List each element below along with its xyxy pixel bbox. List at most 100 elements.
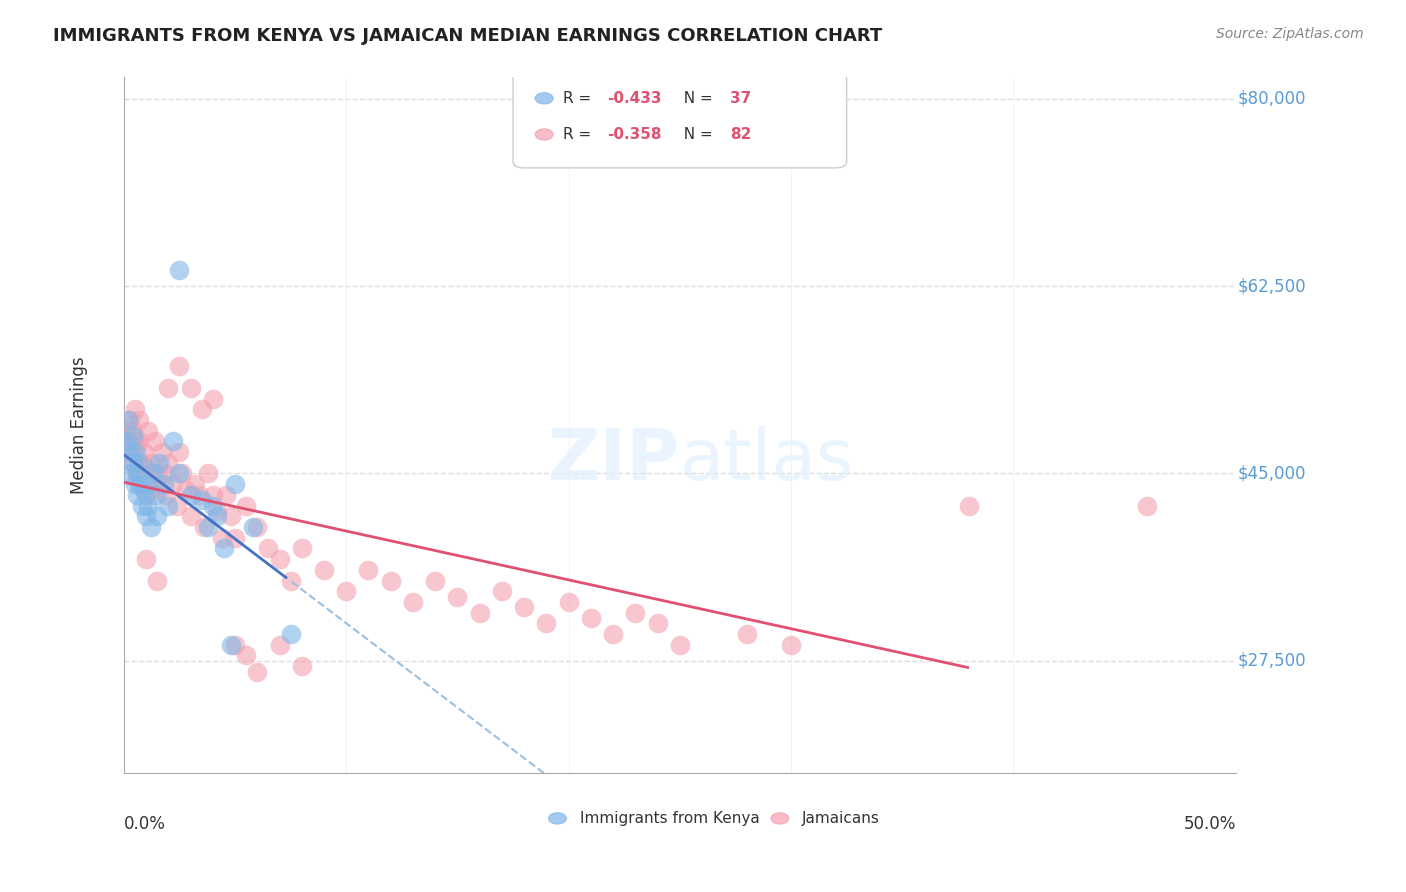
Point: [117, 413, 139, 427]
Point: [169, 467, 191, 481]
Point: [128, 434, 150, 449]
Point: [135, 461, 157, 475]
Point: [115, 424, 138, 438]
Point: [211, 531, 233, 545]
Point: [513, 600, 536, 615]
Point: [207, 504, 229, 518]
Text: N =: N =: [675, 91, 718, 106]
Point: [536, 616, 558, 631]
Point: [335, 584, 357, 599]
Point: [132, 445, 155, 459]
Point: [269, 638, 291, 652]
Point: [157, 456, 180, 470]
Point: [446, 590, 468, 604]
Point: [115, 434, 138, 449]
Circle shape: [548, 813, 567, 824]
Point: [148, 456, 170, 470]
Point: [135, 477, 157, 491]
Point: [402, 595, 425, 609]
Point: [669, 638, 692, 652]
Text: N =: N =: [675, 127, 718, 142]
Point: [128, 413, 150, 427]
Text: Source: ZipAtlas.com: Source: ZipAtlas.com: [1216, 27, 1364, 41]
Point: [142, 477, 165, 491]
FancyBboxPatch shape: [513, 63, 846, 168]
Text: $62,500: $62,500: [1239, 277, 1306, 295]
Point: [957, 499, 980, 513]
Point: [135, 488, 157, 502]
Point: [197, 520, 219, 534]
Point: [166, 499, 188, 513]
Point: [190, 493, 212, 508]
Point: [180, 509, 202, 524]
Text: -0.358: -0.358: [607, 127, 662, 142]
Point: [127, 467, 149, 481]
Point: [124, 445, 146, 459]
Point: [139, 456, 162, 470]
Point: [219, 638, 242, 652]
Point: [380, 574, 402, 588]
Point: [135, 552, 157, 566]
Point: [193, 520, 215, 534]
Point: [280, 574, 302, 588]
Text: atlas: atlas: [681, 425, 855, 494]
Point: [184, 477, 207, 491]
Point: [127, 440, 149, 454]
Point: [131, 456, 153, 470]
Point: [224, 477, 246, 491]
Point: [124, 434, 146, 449]
Text: 82: 82: [730, 127, 751, 142]
Point: [135, 509, 157, 524]
Point: [197, 467, 219, 481]
Text: ZIP: ZIP: [547, 425, 681, 494]
Circle shape: [770, 813, 789, 824]
Point: [143, 488, 166, 502]
Point: [579, 611, 602, 625]
Circle shape: [536, 129, 553, 140]
Point: [143, 434, 166, 449]
Point: [157, 499, 180, 513]
Point: [127, 467, 149, 481]
Point: [1136, 499, 1159, 513]
Point: [280, 627, 302, 641]
Point: [201, 499, 224, 513]
Point: [224, 638, 246, 652]
Point: [212, 541, 235, 556]
Point: [357, 563, 380, 577]
Point: [246, 520, 269, 534]
Point: [121, 424, 143, 438]
Point: [224, 531, 246, 545]
Point: [127, 488, 149, 502]
Point: [146, 574, 169, 588]
Point: [169, 359, 191, 374]
Text: IMMIGRANTS FROM KENYA VS JAMAICAN MEDIAN EARNINGS CORRELATION CHART: IMMIGRANTS FROM KENYA VS JAMAICAN MEDIAN…: [53, 27, 883, 45]
Point: [188, 488, 211, 502]
Point: [120, 445, 142, 459]
Point: [139, 520, 162, 534]
Point: [235, 648, 257, 663]
Point: [155, 488, 177, 502]
Point: [121, 456, 143, 470]
Point: [491, 584, 513, 599]
Text: $27,500: $27,500: [1239, 652, 1306, 670]
Point: [780, 638, 803, 652]
Point: [557, 595, 579, 609]
Point: [146, 467, 169, 481]
Point: [131, 499, 153, 513]
Text: R =: R =: [562, 91, 596, 106]
Point: [235, 499, 257, 513]
Point: [150, 445, 173, 459]
Text: $80,000: $80,000: [1239, 90, 1306, 108]
Point: [169, 445, 191, 459]
Point: [602, 627, 624, 641]
Point: [207, 509, 229, 524]
Point: [169, 263, 191, 277]
Point: [117, 434, 139, 449]
Point: [170, 467, 193, 481]
Circle shape: [536, 93, 553, 103]
Text: -0.433: -0.433: [607, 91, 662, 106]
Text: Immigrants from Kenya: Immigrants from Kenya: [579, 811, 759, 826]
Point: [153, 477, 176, 491]
Point: [624, 606, 647, 620]
Point: [120, 413, 142, 427]
